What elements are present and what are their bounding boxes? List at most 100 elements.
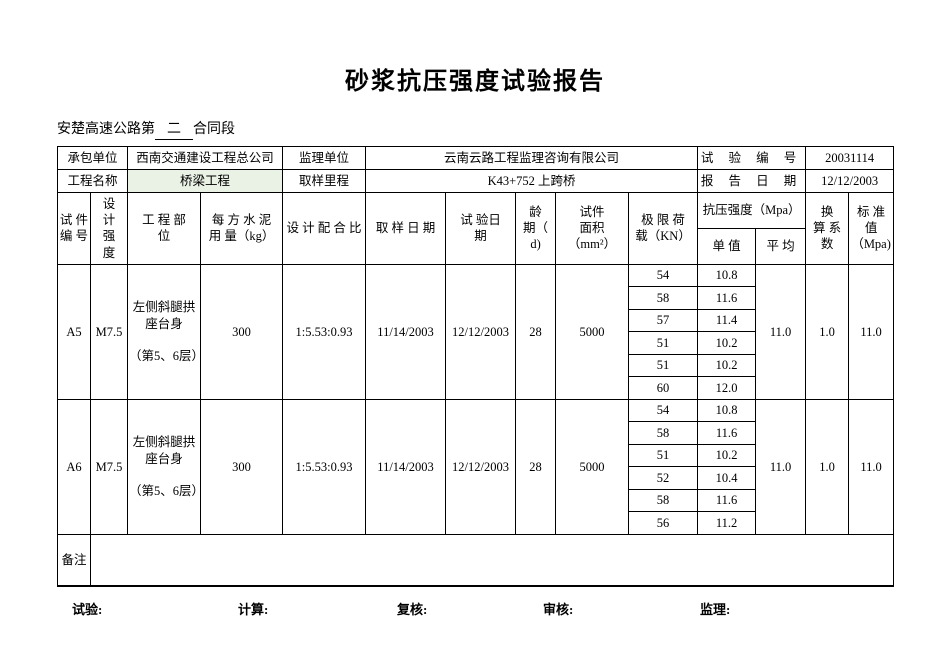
value-cell: 11.4 xyxy=(697,308,757,333)
a5-area: 5000 xyxy=(555,263,630,400)
table-row-a5-sub: 51 10.2 xyxy=(58,331,894,355)
project-name-value: 桥梁工程 xyxy=(127,168,284,193)
a5-cement: 300 xyxy=(200,263,284,400)
contract-section-line: 安楚高速公路第二合同段 xyxy=(57,122,950,140)
col-single-value: 单 值 xyxy=(697,227,757,265)
project-name-label: 工程名称 xyxy=(56,168,129,193)
signature-footer: 试验: 计算: 复核: 审核: 监理: xyxy=(0,595,950,625)
col-cement-per-m3: 每 方 水 泥 用 量（kg） xyxy=(200,191,284,265)
supervisor-label: 监理单位 xyxy=(282,145,367,170)
remarks-label: 备注 xyxy=(57,533,91,587)
a6-coef: 1.0 xyxy=(805,398,850,535)
value-cell: 11.6 xyxy=(697,286,757,310)
column-header-row: 试 件 编 号 设 计 强 度 工 程 部 位 每 方 水 泥 用 量（kg） … xyxy=(57,191,895,265)
table-row-a5: A5 M7.5 左侧斜腿拱 座台身 （第5、6层） 300 1:5.53:0.9… xyxy=(57,263,895,400)
load-cell: 57 xyxy=(628,308,699,333)
a6-standard: 11.0 xyxy=(848,398,895,535)
sampling-mileage-label: 取样里程 xyxy=(282,168,367,193)
col-conversion-coef: 换 算 系 数 xyxy=(805,191,850,265)
load-cell: 51 xyxy=(628,353,699,378)
report-date-value: 12/12/2003 xyxy=(805,168,895,193)
a5-sampling-date: 11/14/2003 xyxy=(365,263,447,400)
a6-specimen-no: A6 xyxy=(57,398,91,535)
table-row-a6-sub: 52 10.4 xyxy=(58,466,894,490)
footer-calc-label: 计算: xyxy=(238,602,269,618)
load-cell: 58 xyxy=(628,286,699,310)
remarks-row: 备注 xyxy=(57,533,895,587)
report-date-label: 报 告 日 期 xyxy=(697,168,807,193)
contractor-value: 西南交通建设工程总公司 xyxy=(127,145,284,170)
load-cell: 51 xyxy=(628,331,699,355)
col-design-mix: 设 计 配 合 比 xyxy=(282,191,367,265)
column-subheader-row: 单 值 平 均 xyxy=(58,227,894,265)
a5-specimen-no: A5 xyxy=(57,263,91,400)
col-specimen-no: 试 件 编 号 xyxy=(57,191,91,265)
load-cell: 60 xyxy=(628,376,699,400)
page-title: 砂浆抗压强度试验报告 xyxy=(345,69,605,95)
load-cell: 58 xyxy=(628,488,699,513)
a5-project-part: 左侧斜腿拱 座台身 （第5、6层） xyxy=(127,263,204,400)
table-row-a5-sub: 58 11.6 xyxy=(58,286,894,310)
col-standard-value: 标 准 值 （Mpa) xyxy=(848,191,895,265)
supervisor-value: 云南云路工程监理咨询有限公司 xyxy=(365,145,699,170)
footer-supervision-label: 监理: xyxy=(700,602,731,618)
table-row-a5-sub: 51 10.2 xyxy=(58,353,894,378)
info-row-2: 工程名称 桥梁工程 取样里程 K43+752 上跨桥 报 告 日 期 12/12… xyxy=(56,168,895,193)
test-number-label: 试 验 编 号 xyxy=(697,145,807,170)
table-row-a6-sub: 58 11.6 xyxy=(58,421,894,445)
a6-project-part: 左侧斜腿拱 座台身 （第5、6层） xyxy=(127,398,204,535)
value-cell: 11.2 xyxy=(697,511,757,535)
footer-audit-label: 审核: xyxy=(543,602,574,618)
col-ultimate-load: 极 限 荷 载（KN） xyxy=(628,191,699,265)
load-cell: 54 xyxy=(628,263,699,288)
contract-section-number: 二 xyxy=(155,122,193,140)
a6-cement: 300 xyxy=(200,398,284,535)
a6-design-strength: M7.5 xyxy=(89,398,129,535)
a5-test-date: 12/12/2003 xyxy=(445,263,517,400)
value-cell: 11.6 xyxy=(697,421,757,445)
test-report-table: 承包单位 西南交通建设工程总公司 监理单位 云南云路工程监理咨询有限公司 试 验… xyxy=(56,145,895,588)
a5-coef: 1.0 xyxy=(805,263,850,400)
a5-design-strength: M7.5 xyxy=(89,263,129,400)
footer-test-label: 试验: xyxy=(72,602,103,618)
contract-section-prefix: 安楚高速公路第 xyxy=(57,122,155,137)
col-design-strength: 设 计 强 度 xyxy=(89,191,129,265)
a6-test-date: 12/12/2003 xyxy=(445,398,517,535)
col-age: 龄 期（ d) xyxy=(515,191,557,265)
a6-sampling-date: 11/14/2003 xyxy=(365,398,447,535)
value-cell: 12.0 xyxy=(697,376,757,400)
a6-design-mix: 1:5.53:0.93 xyxy=(282,398,367,535)
col-test-date: 试 验日 期 xyxy=(445,191,517,265)
contractor-label: 承包单位 xyxy=(56,145,129,170)
a5-standard: 11.0 xyxy=(848,263,895,400)
remarks-value xyxy=(89,533,895,587)
a5-design-mix: 1:5.53:0.93 xyxy=(282,263,367,400)
col-specimen-area: 试件 面积 （mm²） xyxy=(555,191,630,265)
value-cell: 10.8 xyxy=(697,398,757,423)
value-cell: 10.2 xyxy=(697,331,757,355)
value-cell: 10.2 xyxy=(697,443,757,468)
load-cell: 52 xyxy=(628,466,699,490)
a5-age: 28 xyxy=(515,263,557,400)
table-row-a5-sub: 60 12.0 xyxy=(58,376,894,400)
a5-average: 11.0 xyxy=(755,263,807,400)
value-cell: 10.2 xyxy=(697,353,757,378)
sampling-mileage-value: K43+752 上跨桥 xyxy=(365,168,699,193)
table-row-a6-sub: 58 11.6 xyxy=(58,488,894,513)
a6-area: 5000 xyxy=(555,398,630,535)
col-project-part: 工 程 部 位 xyxy=(127,191,202,265)
a6-age: 28 xyxy=(515,398,557,535)
value-cell: 10.8 xyxy=(697,263,757,288)
test-number-value: 20031114 xyxy=(805,145,895,170)
load-cell: 54 xyxy=(628,398,699,423)
footer-recheck-label: 复核: xyxy=(397,602,428,618)
value-cell: 10.4 xyxy=(697,466,757,490)
load-cell: 51 xyxy=(628,443,699,468)
contract-section-suffix: 合同段 xyxy=(193,122,235,137)
col-sampling-date: 取 样 日 期 xyxy=(365,191,447,265)
col-compressive-strength: 抗压强度（Mpa） xyxy=(697,191,807,229)
a6-average: 11.0 xyxy=(755,398,807,535)
table-row-a6-sub: 56 11.2 xyxy=(58,511,894,535)
load-cell: 58 xyxy=(628,421,699,445)
info-row-1: 承包单位 西南交通建设工程总公司 监理单位 云南云路工程监理咨询有限公司 试 验… xyxy=(56,145,895,170)
